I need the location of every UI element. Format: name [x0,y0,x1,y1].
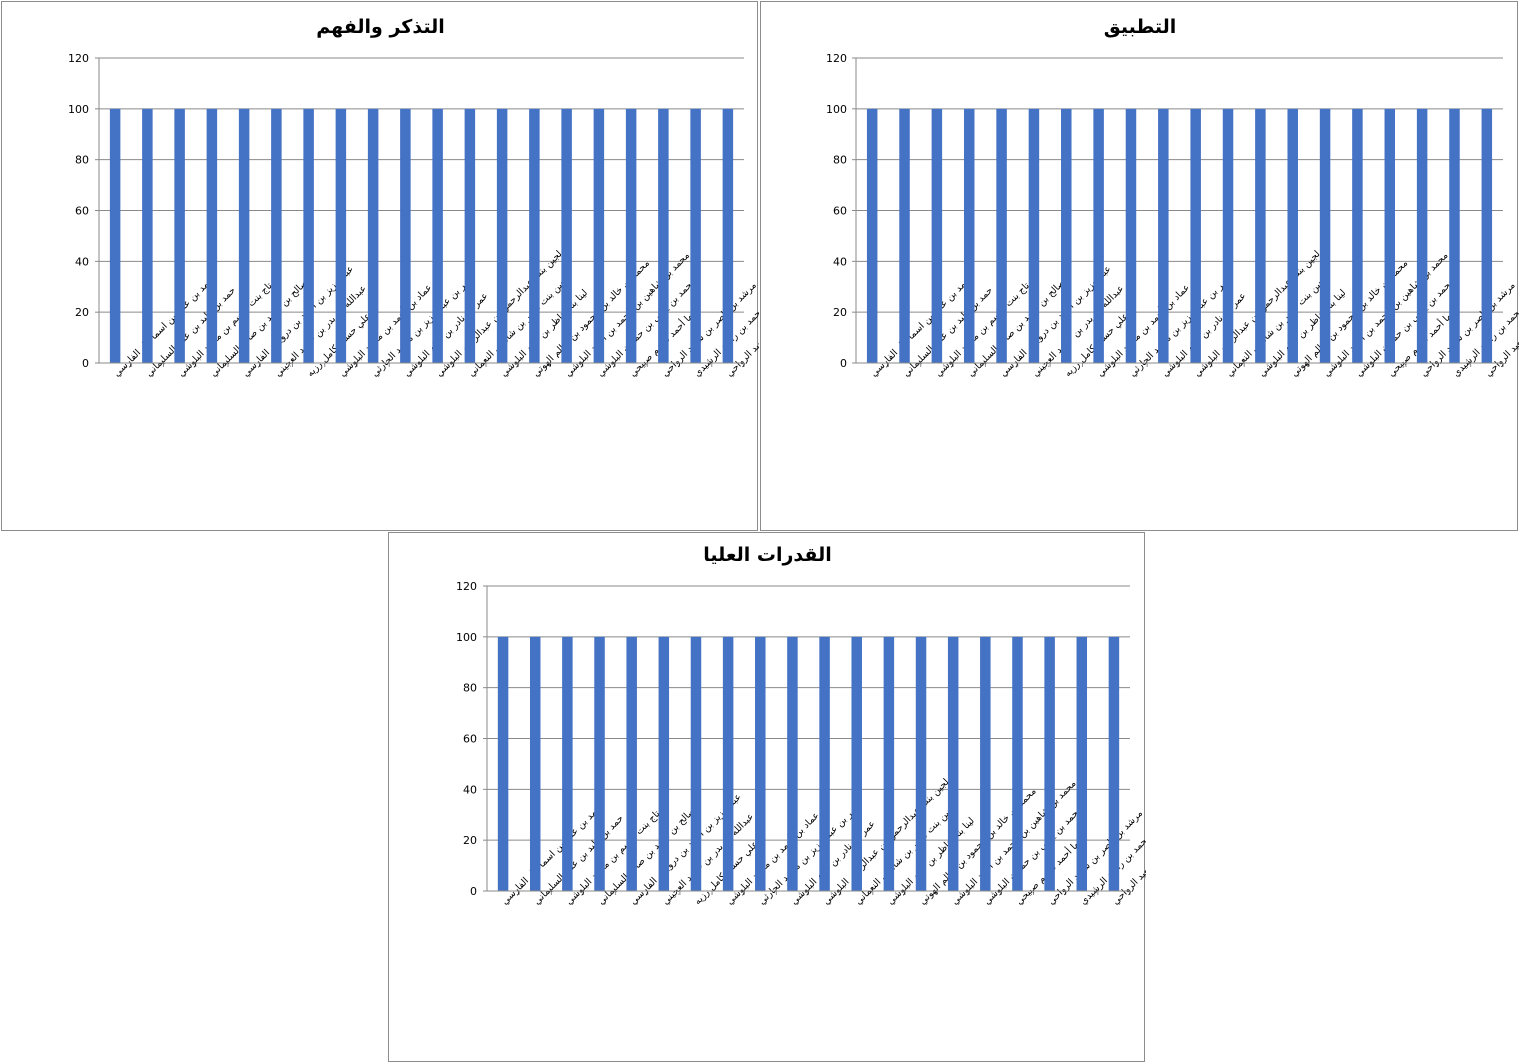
bar [496,108,508,363]
bar [722,108,734,363]
bar [529,636,541,891]
y-tick-label: 120 [456,580,477,593]
bar [883,636,895,891]
chart-panel-application: التطبيق 0 20 40 60 80 100 120 أحمد بن علي بن اسم… [760,1,1519,531]
y-tick-label: 40 [463,783,477,796]
bar [593,108,605,363]
bar [658,636,670,891]
bar [626,636,637,891]
bar [206,108,218,363]
bar [1384,108,1396,363]
bar [1028,108,1040,363]
bar [722,636,734,891]
bar [432,108,443,363]
bar [529,108,540,363]
bar [1190,108,1201,363]
chart-panel-higher-abilities: القدرات العليا 0 20 40 60 80 100 120 أحمد بن علي… [388,532,1146,1062]
y-tick-label: 20 [833,306,847,319]
bar [755,636,766,891]
y-tick-label: 100 [68,103,89,116]
bar [980,636,991,891]
bar [1125,108,1137,363]
bar [1093,108,1104,363]
bar [1222,108,1234,363]
y-tick-label: 80 [833,154,847,167]
bar [1044,636,1055,891]
y-tick-label: 120 [68,52,89,65]
y-tick-label: 100 [456,631,477,644]
bar [1061,108,1072,363]
bar [690,108,701,363]
y-tick-label: 40 [75,255,89,268]
bar [851,636,862,891]
bar [1352,108,1363,363]
bar [1255,108,1266,363]
bar [1481,108,1493,363]
bar [367,108,379,363]
bar [562,636,573,891]
y-tick-label: 100 [826,103,847,116]
bar [819,636,830,891]
y-tick-label: 120 [826,52,847,65]
y-tick-label: 20 [75,306,89,319]
y-tick-label: 60 [463,733,477,746]
bar [787,636,798,891]
y-tick-label: 0 [470,885,477,898]
bar [1416,108,1428,363]
bar [963,108,975,363]
y-tick-label: 0 [82,357,89,370]
bar [594,636,605,891]
bar [238,108,250,363]
chart-panel-remember-understand: التذكر والفهم 0 20 40 60 80 100 120 أحمد بن علي … [1,1,759,531]
y-tick-label: 60 [833,205,847,218]
y-tick-label: 20 [463,834,477,847]
bar [1158,108,1169,363]
bar [335,108,347,363]
bar [1449,108,1460,363]
bar [915,636,927,891]
bar [931,108,943,363]
bar [303,108,314,363]
bar [690,636,702,891]
bar [142,108,153,363]
bar [1287,108,1298,363]
bar [625,108,637,363]
y-tick-label: 80 [463,682,477,695]
bar [1076,636,1088,891]
bar [1108,636,1120,891]
bar [1319,108,1331,363]
bar [497,636,509,891]
bar [174,108,185,363]
bar [561,108,572,363]
y-tick-label: 0 [840,357,847,370]
bar [271,108,282,363]
bar [400,108,411,363]
bar [658,108,669,363]
chart-title: التطبيق [1104,16,1177,38]
y-tick-label: 40 [833,255,847,268]
bar [464,108,476,363]
y-tick-label: 80 [75,154,89,167]
bar [1012,636,1023,891]
bar [899,108,910,363]
y-tick-label: 60 [75,205,89,218]
chart-title: التذكر والفهم [316,16,444,38]
bar [947,636,959,891]
chart-title: القدرات العليا [703,544,831,566]
bar [109,108,121,363]
bar [866,108,878,363]
bar [996,108,1007,363]
